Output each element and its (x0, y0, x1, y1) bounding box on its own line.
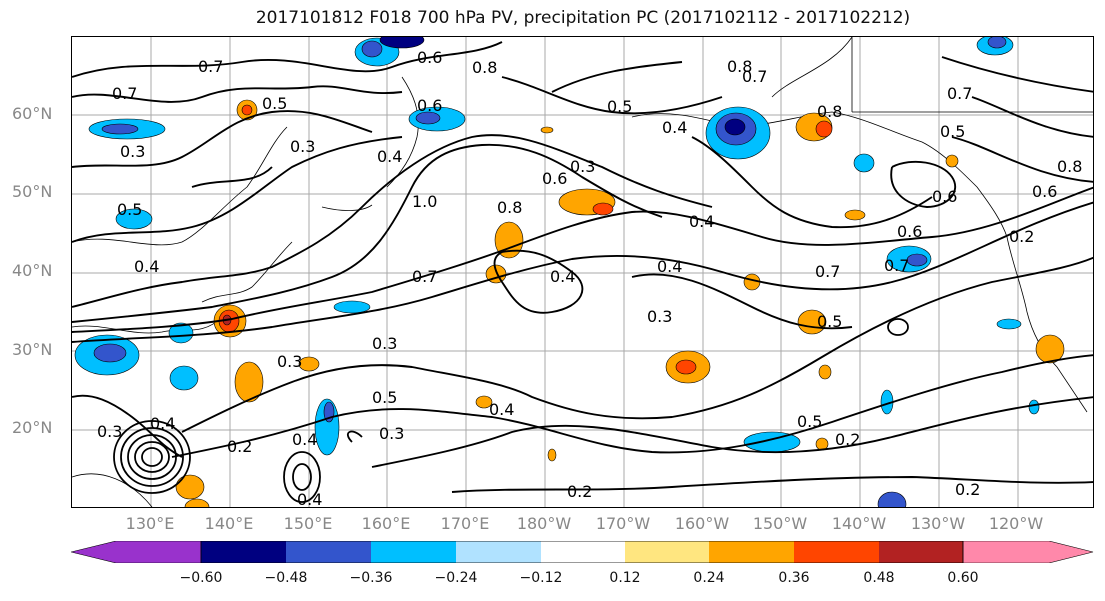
lat-label-20n: 20°N (12, 418, 53, 437)
colorbar-label: 0.12 (609, 570, 641, 586)
map-title: 2017101812 F018 700 hPa PV, precipitatio… (255, 8, 911, 28)
contour-label: 0.4 (150, 414, 175, 433)
contour-label: 0.6 (417, 96, 442, 115)
contour-label: 1.0 (412, 192, 437, 211)
lon-label: 150°W (752, 514, 808, 533)
contour-label: 0.6 (897, 222, 922, 241)
lon-label: 140°W (831, 514, 887, 533)
contour-label: 0.3 (290, 137, 315, 156)
contour-label: 0.4 (377, 147, 402, 166)
contour-label: 0.4 (657, 257, 682, 276)
contour-label: 0.5 (262, 94, 287, 113)
contour-labels: 0.7 0.6 0.8 0.5 0.7 0.8 0.4 0.7 0.6 0.5 … (97, 48, 1082, 508)
colorbar-segment (794, 541, 879, 563)
lat-label-60n: 60°N (12, 104, 53, 123)
contour-label: 0.5 (817, 312, 842, 331)
colorbar-segment (456, 541, 541, 563)
lon-label: 130°W (910, 514, 966, 533)
lon-label: 170°W (595, 514, 651, 533)
coastlines (72, 37, 1093, 507)
lat-label-40n: 40°N (12, 261, 53, 280)
contour-label: 0.8 (472, 58, 497, 77)
contour-label: 0.8 (817, 102, 842, 121)
contour-label: 0.4 (550, 267, 575, 286)
colorbar-label: −0.48 (264, 570, 308, 586)
contour-label: 0.2 (567, 482, 592, 501)
contour-label: 0.6 (1032, 182, 1057, 201)
contour-label: 0.3 (277, 352, 302, 371)
contour-label: 0.5 (797, 412, 822, 431)
contour-label: 0.3 (379, 424, 404, 443)
lon-label: 170°E (440, 514, 490, 533)
contour-label: 0.7 (884, 256, 909, 275)
contour-label: 0.8 (727, 57, 752, 76)
contour-label: 0.7 (815, 262, 840, 281)
map-panel: 0.7 0.6 0.8 0.5 0.7 0.8 0.4 0.7 0.6 0.5 … (71, 36, 1094, 508)
colorbar-extend-low (71, 541, 202, 563)
contour-label: 0.4 (297, 490, 322, 508)
contour-label: 0.7 (198, 57, 223, 76)
contour-label: 0.2 (227, 437, 252, 456)
contour-label: 0.2 (1009, 227, 1034, 246)
graticule (72, 37, 1093, 507)
contour-label: 0.4 (134, 257, 159, 276)
colorbar-label: 0.48 (863, 570, 895, 586)
colorbar-label: −0.24 (434, 570, 478, 586)
contour-label: 0.3 (570, 157, 595, 176)
colorbar-label: 0.36 (778, 570, 810, 586)
contour-label: 0.6 (932, 187, 957, 206)
contour-label: 0.5 (607, 97, 632, 116)
map-canvas: 0.7 0.6 0.8 0.5 0.7 0.8 0.4 0.7 0.6 0.5 … (72, 37, 1093, 508)
contour-label: 0.7 (112, 84, 137, 103)
lon-label: 120°W (988, 514, 1044, 533)
contour-label: 0.4 (292, 430, 317, 449)
contour-label: 0.5 (372, 388, 397, 407)
colorbar-label: −0.12 (519, 570, 563, 586)
colorbar-label: 0.24 (693, 570, 725, 586)
colorbar-label: −0.36 (349, 570, 393, 586)
colorbar-extend-high (962, 541, 1094, 563)
colorbar-label: −0.60 (179, 570, 223, 586)
colorbar-frame (200, 541, 964, 563)
contour-label: 0.3 (120, 142, 145, 161)
contour-label: 0.4 (489, 400, 514, 419)
colorbar-segment (709, 541, 794, 563)
contour-label: 0.6 (417, 48, 442, 67)
contour-label: 0.3 (647, 307, 672, 326)
contour-label: 0.3 (97, 422, 122, 441)
lon-label: 140°E (204, 514, 254, 533)
contour-label: 0.6 (542, 169, 567, 188)
lat-label-50n: 50°N (12, 182, 53, 201)
lon-label: 160°W (674, 514, 730, 533)
lon-label: 160°E (361, 514, 411, 533)
contour-label: 0.8 (497, 198, 522, 217)
colorbar-segment (541, 541, 625, 563)
lon-label: 130°E (125, 514, 175, 533)
colorbar-segment (879, 541, 963, 563)
pv-contours (72, 41, 1093, 493)
colorbar-segment (201, 541, 286, 563)
contour-label: 0.4 (689, 212, 714, 231)
colorbar-label: 0.60 (947, 570, 979, 586)
contour-label: 0.8 (1057, 157, 1082, 176)
contour-label: 0.2 (955, 480, 980, 499)
contour-label: 0.3 (372, 334, 397, 353)
cyclone-rings (113, 318, 909, 503)
contour-label: 0.7 (412, 267, 437, 286)
colorbar (71, 541, 1094, 563)
contour-label: 0.5 (117, 200, 142, 219)
contour-label: 0.5 (940, 122, 965, 141)
colorbar-segment (286, 541, 371, 563)
colorbar-segment (625, 541, 709, 563)
colorbar-segment (371, 541, 456, 563)
contour-label: 0.7 (947, 84, 972, 103)
precip-shading (74, 37, 1065, 507)
lon-label: 150°E (283, 514, 333, 533)
contour-label: 0.2 (835, 430, 860, 449)
contour-label: 0.7 (742, 67, 767, 86)
contour-label: 0.4 (662, 118, 687, 137)
lat-label-30n: 30°N (12, 340, 53, 359)
lon-label: 180°W (516, 514, 572, 533)
